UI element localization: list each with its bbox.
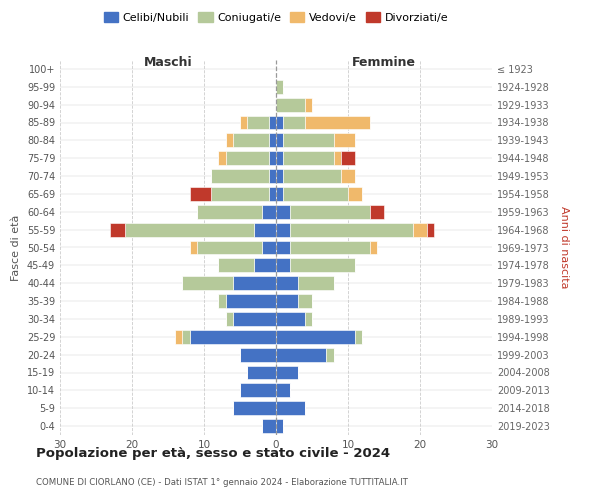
Bar <box>262 205 276 219</box>
Bar <box>190 330 276 344</box>
Bar <box>276 169 283 183</box>
Bar <box>283 116 305 130</box>
Bar <box>290 258 355 272</box>
Bar <box>276 330 355 344</box>
Bar <box>218 151 226 165</box>
Bar <box>276 134 283 147</box>
Bar <box>276 240 290 254</box>
Bar <box>190 240 197 254</box>
Bar <box>334 151 341 165</box>
Bar <box>262 240 276 254</box>
Bar <box>233 134 269 147</box>
Y-axis label: Anni di nascita: Anni di nascita <box>559 206 569 289</box>
Bar <box>341 169 355 183</box>
Bar <box>226 151 269 165</box>
Bar <box>110 222 125 236</box>
Bar <box>240 116 247 130</box>
Bar <box>305 116 370 130</box>
Text: Popolazione per età, sesso e stato civile - 2024: Popolazione per età, sesso e stato civil… <box>36 448 390 460</box>
Bar <box>211 187 269 201</box>
Bar <box>226 134 233 147</box>
Text: Femmine: Femmine <box>352 56 416 70</box>
Bar <box>233 312 276 326</box>
Bar <box>276 222 290 236</box>
Bar <box>276 384 290 398</box>
Bar <box>190 187 211 201</box>
Bar <box>355 330 362 344</box>
Bar <box>413 222 427 236</box>
Bar <box>283 187 348 201</box>
Bar <box>269 187 276 201</box>
Bar <box>233 276 276 290</box>
Bar <box>240 348 276 362</box>
Bar <box>276 116 283 130</box>
Bar <box>240 384 276 398</box>
Bar <box>326 348 334 362</box>
Bar <box>276 258 290 272</box>
Bar <box>370 240 377 254</box>
Bar <box>283 151 334 165</box>
Bar <box>247 116 269 130</box>
Bar <box>262 419 276 433</box>
Bar <box>305 312 312 326</box>
Bar <box>276 401 305 415</box>
Bar <box>269 134 276 147</box>
Legend: Celibi/Nubili, Coniugati/e, Vedovi/e, Divorziati/e: Celibi/Nubili, Coniugati/e, Vedovi/e, Di… <box>100 8 452 28</box>
Bar <box>175 330 182 344</box>
Bar <box>290 205 370 219</box>
Bar <box>247 366 276 380</box>
Bar <box>341 151 355 165</box>
Bar <box>254 222 276 236</box>
Bar <box>276 80 283 94</box>
Bar <box>283 134 334 147</box>
Bar <box>370 205 384 219</box>
Bar <box>334 134 355 147</box>
Bar <box>276 312 305 326</box>
Bar <box>197 240 262 254</box>
Bar <box>276 419 283 433</box>
Bar <box>305 98 312 112</box>
Bar <box>218 258 254 272</box>
Bar <box>125 222 254 236</box>
Bar <box>276 151 283 165</box>
Text: Maschi: Maschi <box>143 56 193 70</box>
Bar <box>276 366 298 380</box>
Bar <box>276 205 290 219</box>
Bar <box>283 169 341 183</box>
Y-axis label: Fasce di età: Fasce di età <box>11 214 21 280</box>
Bar <box>276 276 298 290</box>
Bar <box>298 294 312 308</box>
Bar <box>182 276 233 290</box>
Bar <box>276 348 326 362</box>
Text: COMUNE DI CIORLANO (CE) - Dati ISTAT 1° gennaio 2024 - Elaborazione TUTTITALIA.I: COMUNE DI CIORLANO (CE) - Dati ISTAT 1° … <box>36 478 408 487</box>
Bar <box>211 169 269 183</box>
Bar <box>276 98 305 112</box>
Bar <box>182 330 190 344</box>
Bar <box>226 294 276 308</box>
Bar <box>269 169 276 183</box>
Bar <box>298 276 334 290</box>
Bar <box>427 222 434 236</box>
Bar <box>269 116 276 130</box>
Bar <box>233 401 276 415</box>
Bar <box>348 187 362 201</box>
Bar <box>290 240 370 254</box>
Bar <box>276 187 283 201</box>
Bar <box>254 258 276 272</box>
Bar <box>276 294 298 308</box>
Bar <box>197 205 262 219</box>
Bar <box>218 294 226 308</box>
Bar <box>269 151 276 165</box>
Bar <box>290 222 413 236</box>
Bar <box>226 312 233 326</box>
